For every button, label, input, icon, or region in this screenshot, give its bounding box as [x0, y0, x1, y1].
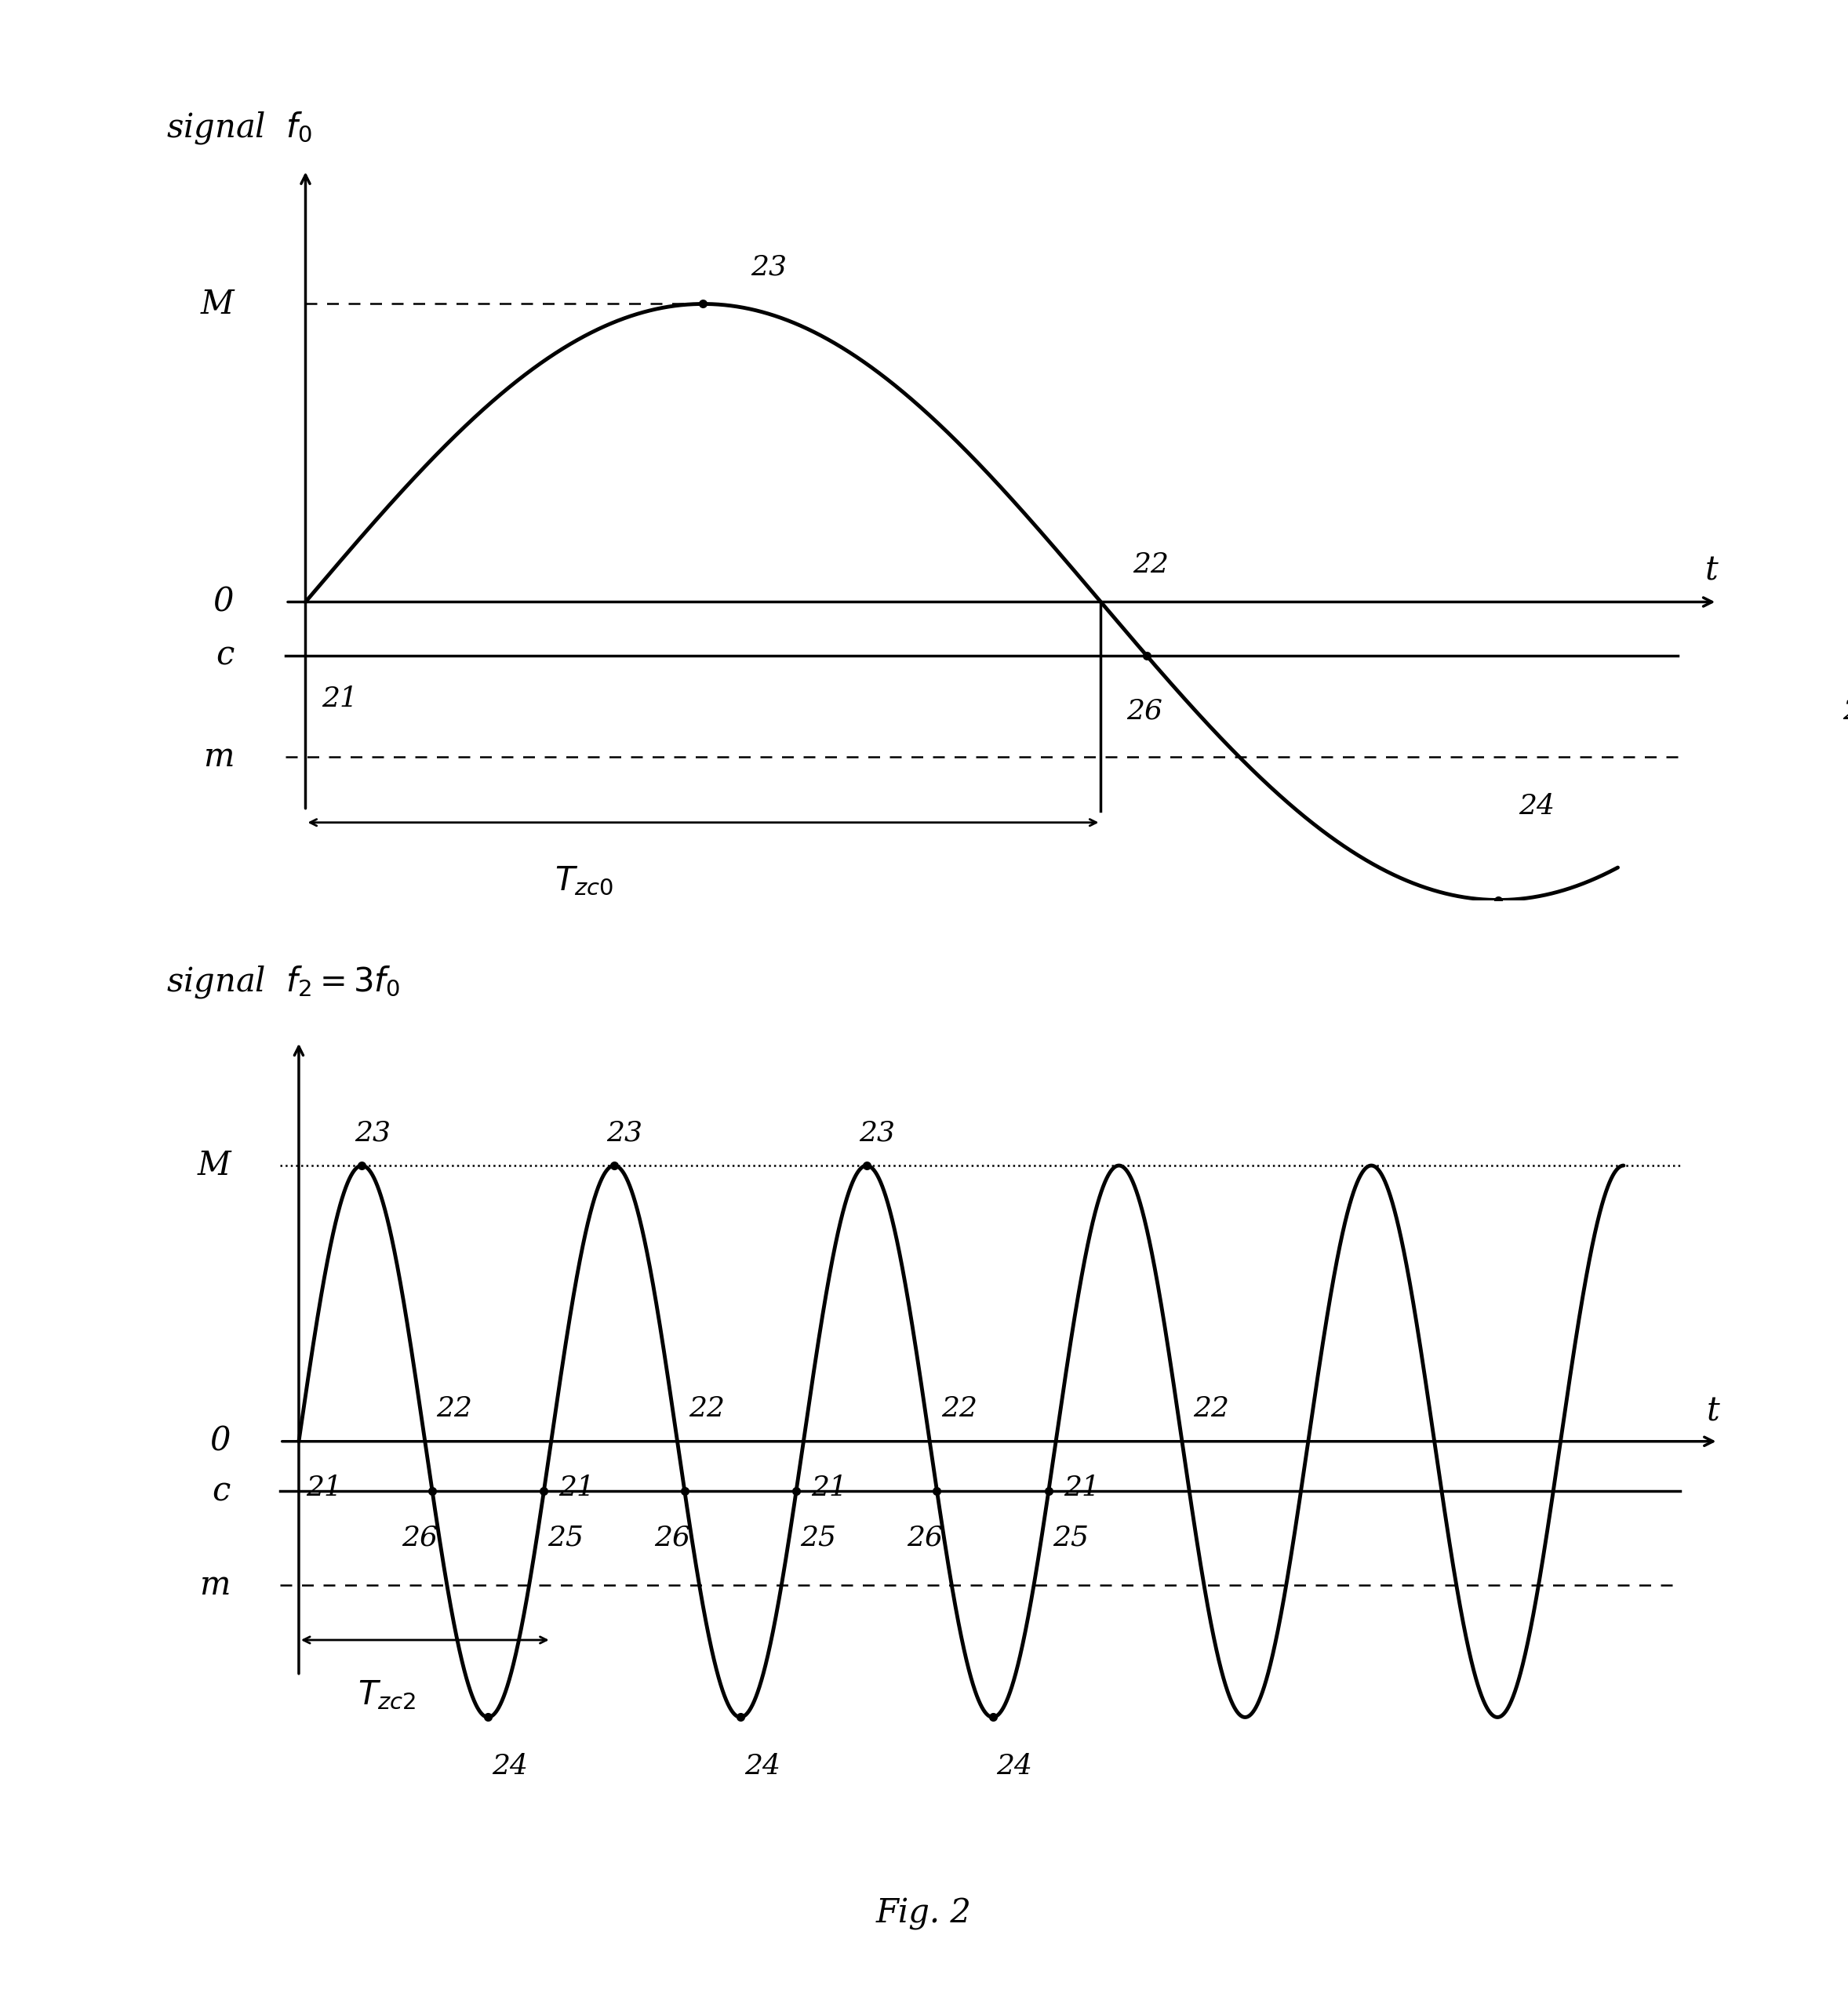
Text: 24: 24 — [745, 1754, 780, 1780]
Text: 25: 25 — [1052, 1524, 1088, 1550]
Text: 26: 26 — [907, 1524, 942, 1550]
Text: $T_{zc0}$: $T_{zc0}$ — [554, 864, 614, 898]
Text: 21: 21 — [307, 1474, 342, 1502]
Text: 0: 0 — [213, 586, 235, 618]
Text: 23: 23 — [750, 254, 787, 280]
Text: signal  $f_2 = 3f_0$: signal $f_2 = 3f_0$ — [166, 964, 399, 1000]
Text: $T_{zc2}$: $T_{zc2}$ — [359, 1678, 416, 1712]
Text: m: m — [200, 1568, 231, 1602]
Text: 22: 22 — [1194, 1396, 1229, 1422]
Text: m: m — [203, 740, 235, 774]
Text: 24: 24 — [1519, 792, 1554, 820]
Text: t: t — [1708, 1394, 1720, 1428]
Text: 26: 26 — [403, 1524, 438, 1550]
Text: 22: 22 — [689, 1396, 724, 1422]
Text: 24: 24 — [492, 1754, 529, 1780]
Text: 23: 23 — [606, 1120, 643, 1146]
Text: 0: 0 — [211, 1424, 231, 1458]
Text: Fig. 2: Fig. 2 — [876, 1898, 972, 1930]
Text: M: M — [198, 1150, 231, 1182]
Text: 21: 21 — [558, 1474, 595, 1502]
Text: 21: 21 — [322, 686, 357, 712]
Text: M: M — [200, 288, 235, 320]
Text: 25: 25 — [547, 1524, 584, 1550]
Text: c: c — [216, 640, 235, 672]
Text: 23: 23 — [355, 1120, 390, 1146]
Text: 21: 21 — [811, 1474, 846, 1502]
Text: 21: 21 — [1063, 1474, 1100, 1502]
Text: 24: 24 — [996, 1754, 1033, 1780]
Text: 25: 25 — [800, 1524, 835, 1550]
Text: t: t — [1706, 554, 1719, 588]
Text: signal  $f_0$: signal $f_0$ — [166, 110, 312, 146]
Text: 25: 25 — [1842, 698, 1848, 724]
Text: c: c — [213, 1474, 231, 1508]
Text: 22: 22 — [1133, 552, 1168, 578]
Text: 26: 26 — [1127, 698, 1162, 724]
Text: 22: 22 — [436, 1396, 473, 1422]
Text: 26: 26 — [654, 1524, 691, 1550]
Text: 22: 22 — [941, 1396, 978, 1422]
Text: 23: 23 — [859, 1120, 894, 1146]
